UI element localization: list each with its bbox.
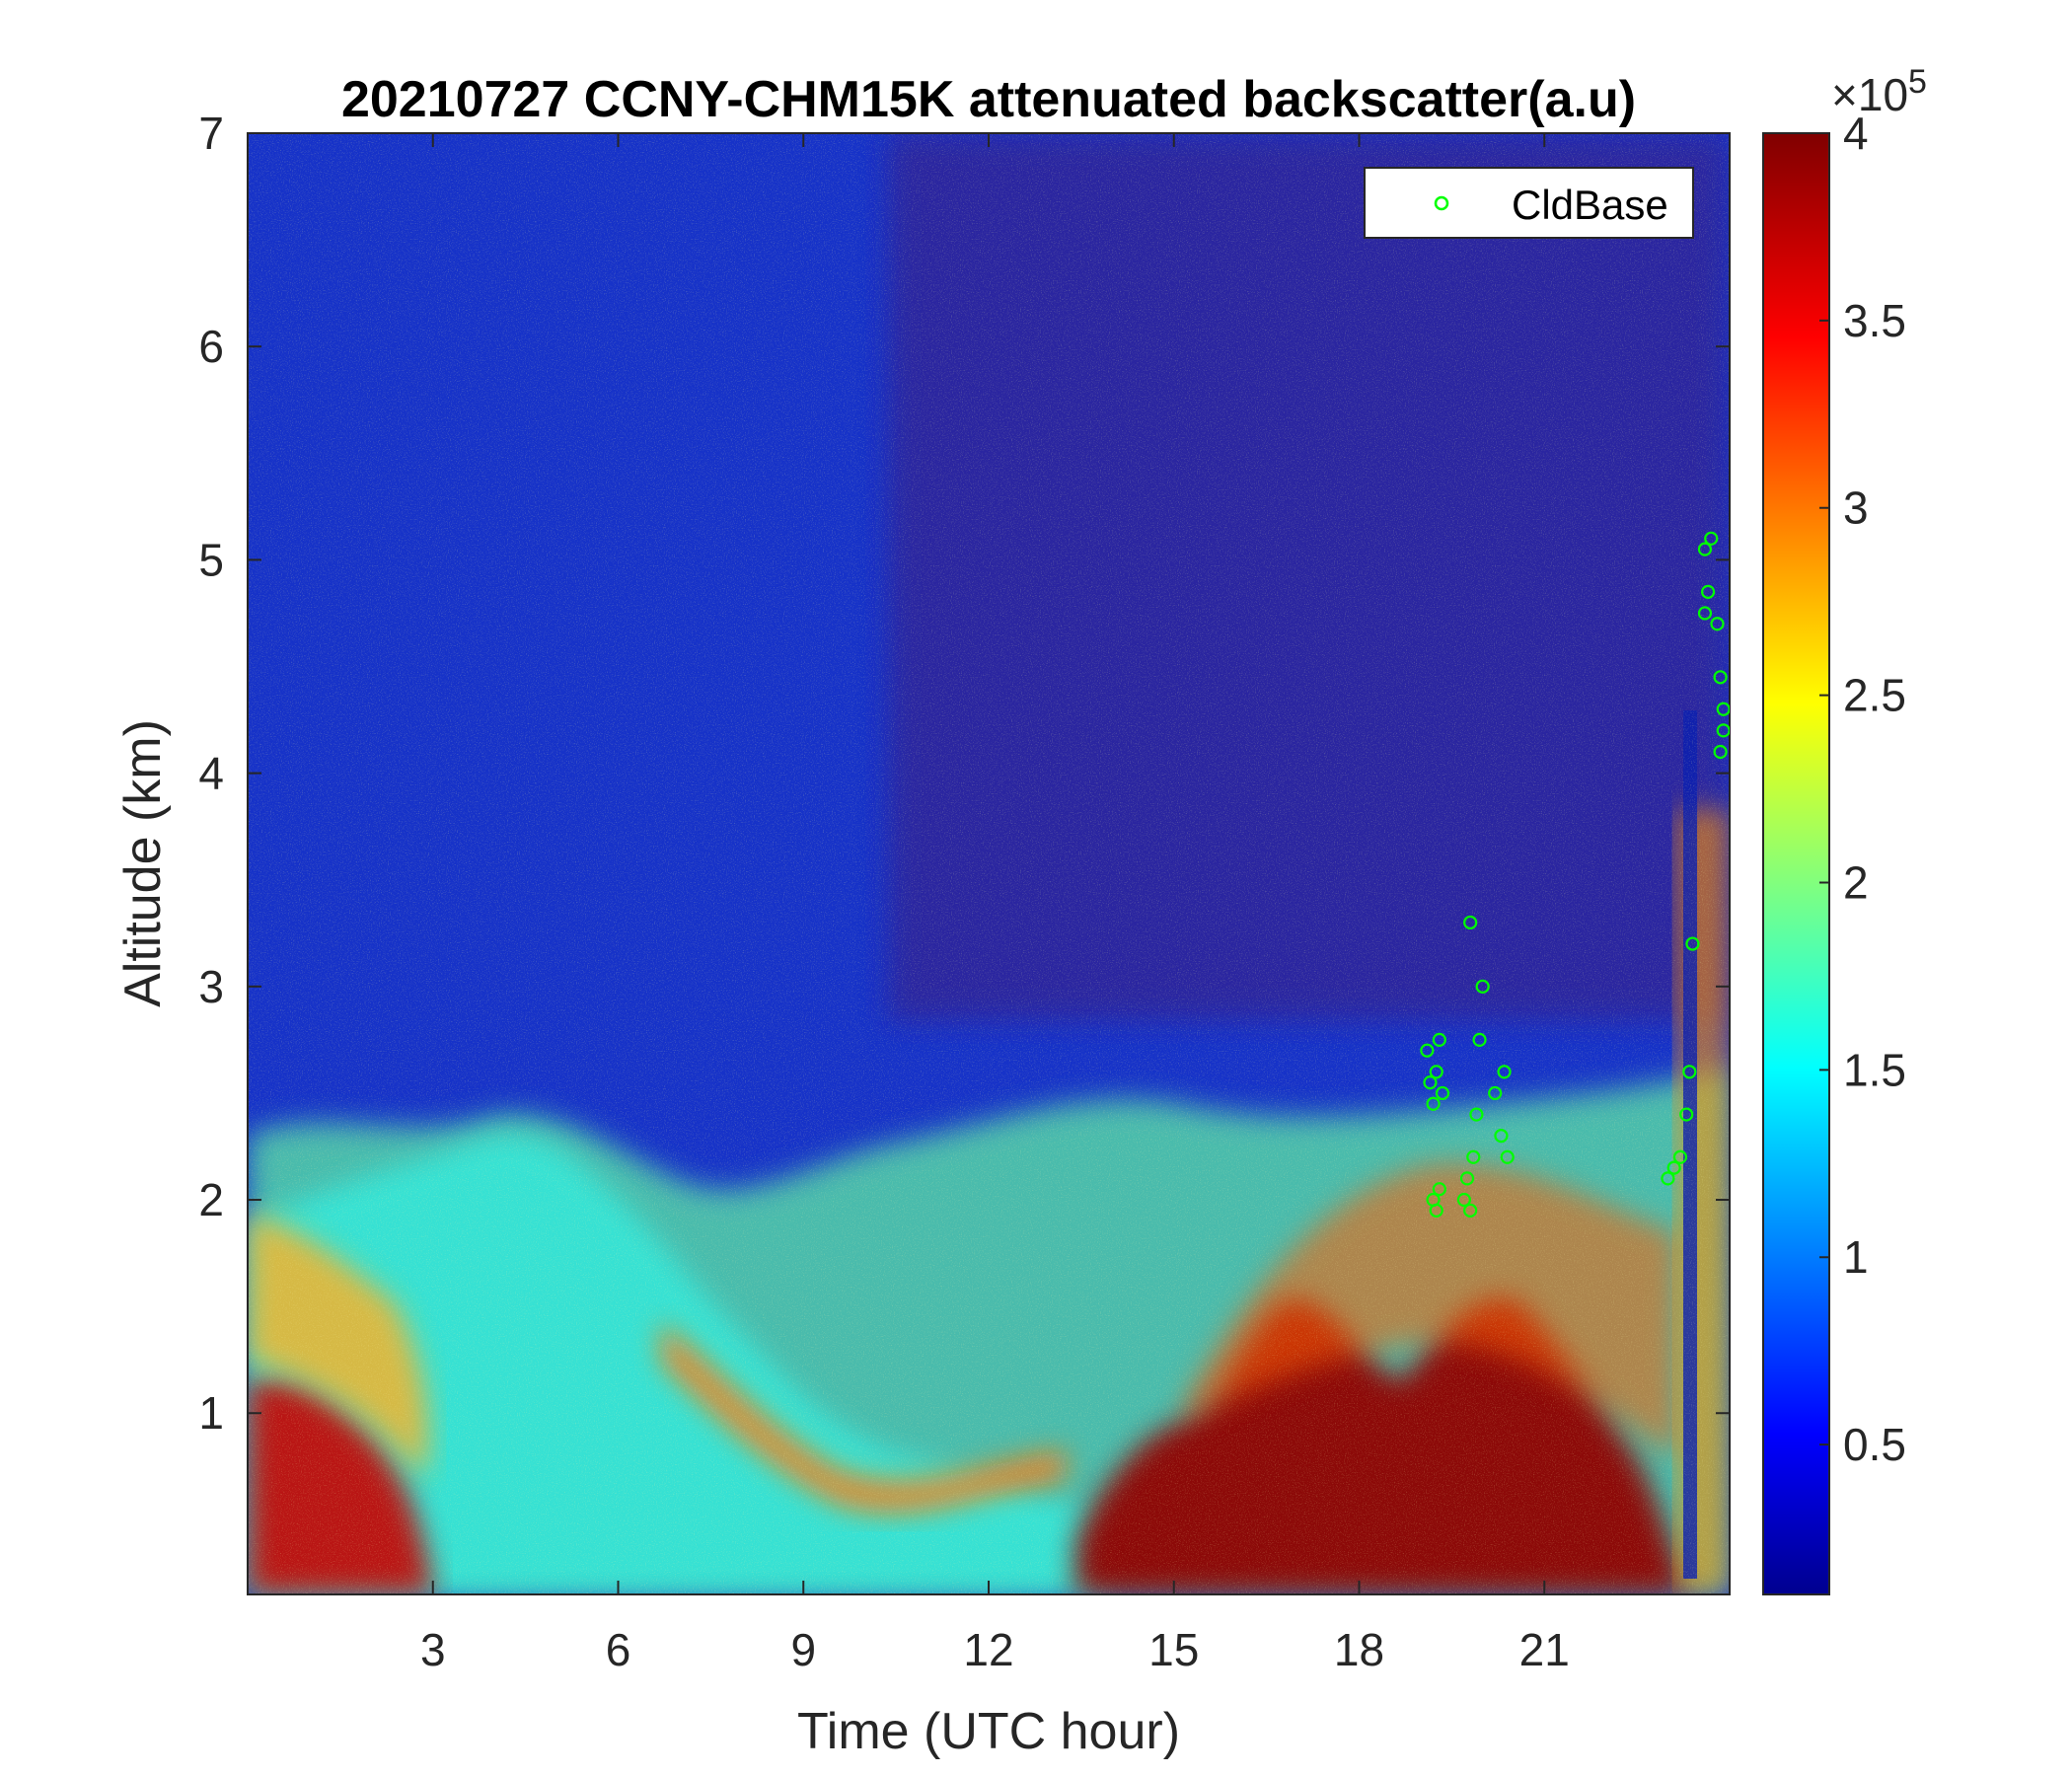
colorbar-tick-label: 2.5 <box>1843 670 1906 721</box>
cldbase-point <box>1426 1096 1441 1111</box>
colorbar-multiplier: ×105 <box>1831 63 1927 120</box>
cldbase-point <box>1429 1065 1443 1079</box>
colorbar-tick-label: 2 <box>1843 856 1869 908</box>
cldbase-series <box>1420 531 1730 1218</box>
x-axis: 3 6 9 12 15 18 21 <box>420 133 1570 1675</box>
cldbase-point <box>1488 1085 1503 1101</box>
y-tick-label: 7 <box>198 108 224 159</box>
cldbase-point <box>1472 1032 1487 1047</box>
cldbase-point <box>1456 1192 1471 1208</box>
x-tick-label: 3 <box>420 1624 446 1675</box>
cldbase-point <box>1469 1107 1484 1122</box>
cldbase-point <box>1497 1065 1512 1079</box>
legend: CldBase <box>1364 167 1694 239</box>
cldbase-point <box>1685 936 1700 951</box>
colorbar-ticks: 0.5 1 1.5 2 2.5 3 3.5 4 <box>1819 108 1906 1470</box>
x-tick-label: 9 <box>790 1624 816 1675</box>
cldbase-point <box>1716 723 1730 738</box>
cldbase-point <box>1432 1032 1446 1047</box>
cldbase-point <box>1697 542 1713 556</box>
y-tick-label: 3 <box>198 961 224 1012</box>
y-axis-label: Altitude (km) <box>114 719 172 1007</box>
cldbase-point <box>1435 1085 1450 1101</box>
cldbase-point <box>1713 670 1728 685</box>
cldbase-point <box>1500 1149 1515 1164</box>
cldbase-point <box>1423 1075 1438 1090</box>
y-tick-label: 5 <box>198 534 224 585</box>
y-tick-label: 6 <box>198 321 224 372</box>
x-tick-label: 12 <box>963 1624 1013 1675</box>
cldbase-point <box>1704 531 1719 546</box>
cldbase-point <box>1713 744 1728 760</box>
cldbase-point <box>1463 915 1478 930</box>
y-tick-label: 2 <box>198 1174 224 1225</box>
cldbase-point <box>1432 1182 1446 1197</box>
y-axis: 1 2 3 4 5 6 7 <box>198 108 1730 1439</box>
legend-box <box>1364 167 1694 239</box>
colorbar-tick-label: 0.5 <box>1843 1419 1906 1470</box>
legend-label-cldbase: CldBase <box>1512 182 1668 228</box>
colorbar-tick-label: 3 <box>1843 482 1869 534</box>
y-tick-label: 1 <box>198 1387 224 1439</box>
cldbase-point <box>1429 1203 1443 1218</box>
cldbase-point <box>1459 1171 1475 1186</box>
colorbar-exponent: 5 <box>1908 63 1927 101</box>
cldbase-point <box>1682 1065 1697 1079</box>
cldbase-point <box>1463 1203 1478 1218</box>
cldbase-point <box>1672 1149 1688 1164</box>
colorbar-scale <box>1762 132 1830 1595</box>
x-tick-label: 21 <box>1519 1624 1570 1675</box>
cldbase-point <box>1466 1149 1481 1164</box>
colorbar: 0.5 1 1.5 2 2.5 3 3.5 4 ×105 <box>1762 63 1927 1595</box>
legend-marker <box>1434 195 1449 211</box>
x-tick-label: 6 <box>606 1624 631 1675</box>
cldbase-point <box>1679 1107 1694 1122</box>
cldbase-point <box>1700 584 1716 599</box>
x-tick-label: 18 <box>1334 1624 1384 1675</box>
x-axis-label: Time (UTC hour) <box>797 1703 1180 1760</box>
cldbase-point <box>1420 1043 1435 1058</box>
y-tick-label: 4 <box>198 748 224 799</box>
cldbase-point <box>1710 617 1725 631</box>
cldbase-point <box>1661 1171 1675 1186</box>
colorbar-tick-label: 1 <box>1843 1231 1869 1283</box>
colorbar-tick-label: 4 <box>1843 108 1869 159</box>
cldbase-point <box>1666 1160 1681 1175</box>
backscatter-heatmap <box>248 133 1730 1594</box>
x-tick-label: 15 <box>1148 1624 1199 1675</box>
chart-title: 20210727 CCNY-CHM15K attenuated backscat… <box>341 71 1636 128</box>
cldbase-point <box>1475 979 1490 994</box>
cldbase-point <box>1697 606 1713 621</box>
colorbar-tick-label: 1.5 <box>1843 1044 1906 1095</box>
cldbase-point <box>1494 1129 1509 1144</box>
colorbar-tick-label: 3.5 <box>1843 295 1906 346</box>
cldbase-point <box>1716 702 1730 716</box>
